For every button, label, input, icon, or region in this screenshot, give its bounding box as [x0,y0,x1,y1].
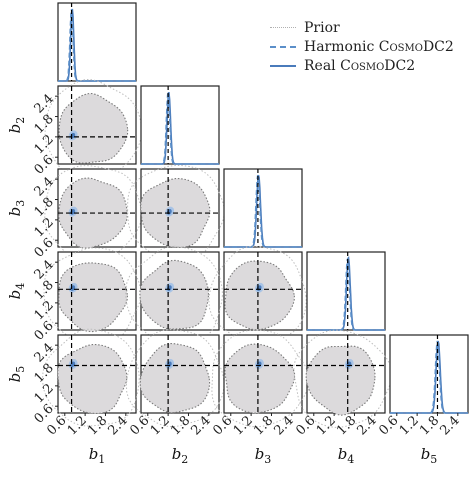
prior-inner-contour [139,259,210,330]
y-tick-label: 1.2 [32,132,57,157]
x-axis-label-b5: b5 [421,445,438,466]
marginal-panel-b5 [389,334,469,414]
y-tick-label: 1.8 [32,112,57,137]
y-tick-label: 1.8 [32,278,57,303]
prior-inner-contour [58,92,129,164]
y-tick-label: 0.6 [32,152,57,177]
x-tick-label: 2.4 [354,413,379,438]
x-tick-label: 2.4 [271,413,296,438]
legend-entry-harmonic: Harmonic CosmoDC2 [270,37,454,56]
legend-label-real: Real CosmoDC2 [304,57,416,74]
marginal-harmonic-b5 [390,340,468,414]
marginal-harmonic-b3 [224,174,302,248]
y-tick-label: 1.2 [32,215,57,240]
legend-label-harmonic: Harmonic CosmoDC2 [304,38,454,55]
y-tick-label: 2.4 [32,257,57,282]
prior-outer-contour [293,329,393,428]
prior-inner-contour [58,262,129,333]
legend-swatch-harmonic [270,45,296,48]
marginal-panel-b3 [223,168,303,248]
prior-inner-contour [139,342,211,414]
y-tick-label: 1.8 [32,361,57,386]
y-tick-label: 1.2 [32,381,57,406]
x-tick-label: 2.4 [105,413,130,438]
y-axis-label-b3: b3 [6,200,27,217]
y-tick-label: 2.4 [32,174,57,199]
legend-swatch-real [270,64,296,67]
marginal-harmonic-b4 [307,256,385,331]
legend-entry-prior: Prior [270,18,454,37]
prior-inner-contour [224,343,296,414]
legend-swatch-prior [270,27,296,28]
marginal-harmonic-b2 [141,92,219,165]
y-axis-label-b5: b5 [6,366,27,383]
prior-inner-contour [305,345,376,416]
x-axis-label-b4: b4 [338,445,355,466]
x-axis-label-b1: b1 [89,445,106,466]
x-axis-label-b3: b3 [255,445,272,466]
y-axis-label-b4: b4 [6,283,27,300]
legend: Prior Harmonic CosmoDC2 Real CosmoDC2 [270,18,454,75]
y-tick-label: 1.2 [32,298,57,323]
legend-entry-real: Real CosmoDC2 [270,56,454,75]
marginal-panel-b2 [140,85,220,165]
y-tick-label: 1.8 [32,195,57,220]
y-tick-label: 2.4 [32,340,57,365]
legend-label-prior: Prior [304,19,340,36]
x-tick-label: 2.4 [188,413,213,438]
y-axis-label-b2: b2 [6,117,27,134]
prior-inner-contour [224,260,295,331]
x-axis-label-b2: b2 [172,445,189,466]
x-tick-label: 2.4 [437,413,462,438]
y-tick-label: 2.4 [32,91,57,116]
